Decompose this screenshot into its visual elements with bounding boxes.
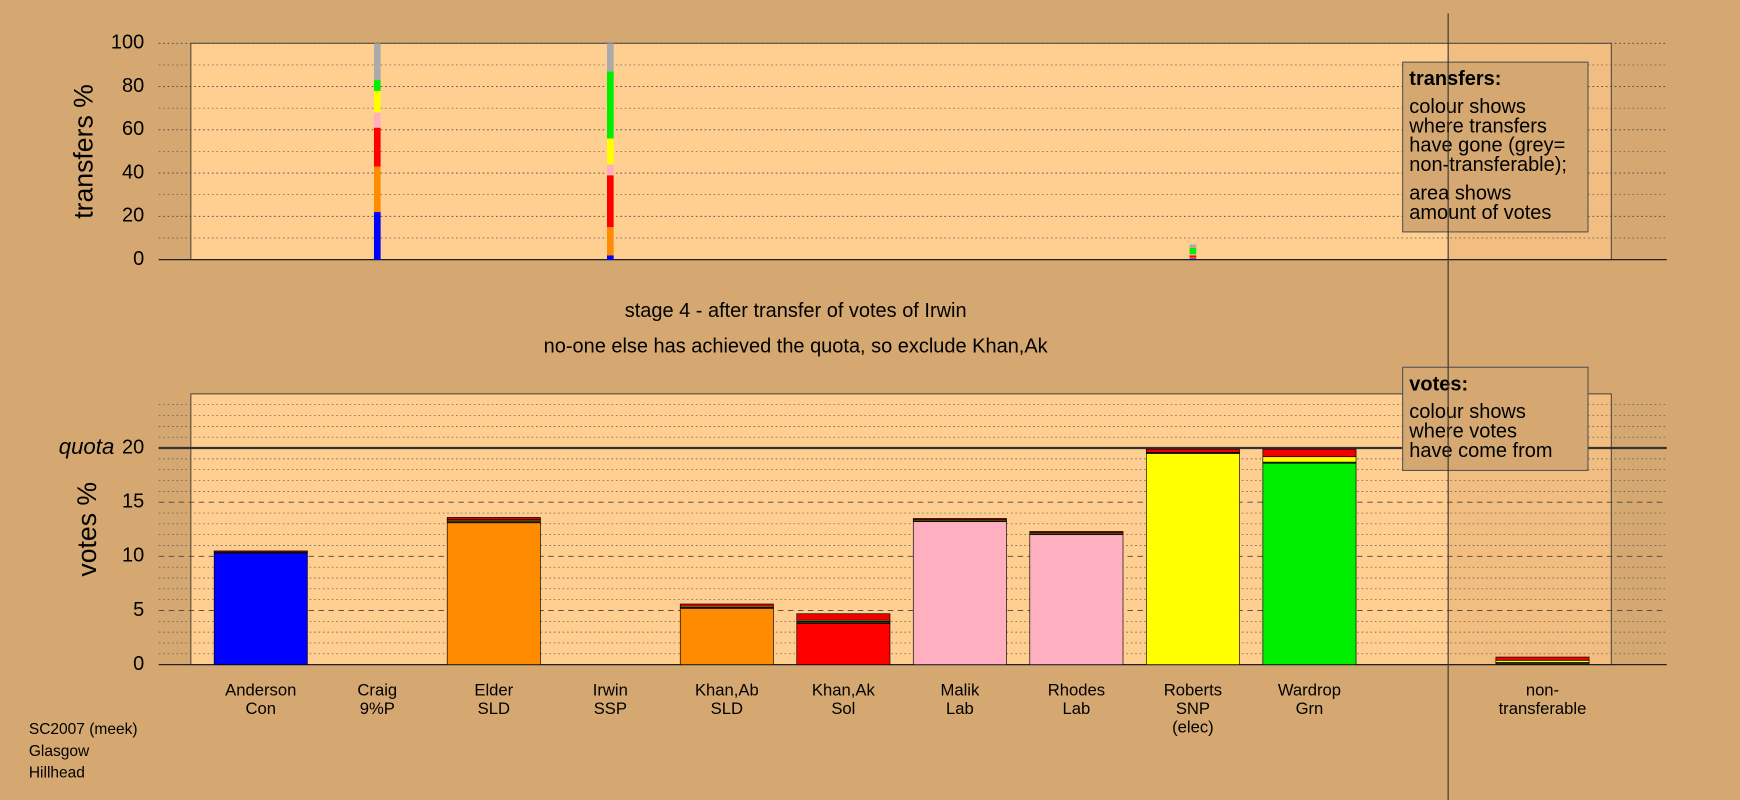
x-tick-label: Rhodes [1048, 681, 1105, 700]
y-axis-label: transfers % [68, 84, 98, 219]
bar-segment [912, 518, 1007, 520]
y-tick-label: 40 [122, 161, 144, 183]
bar-segment [373, 112, 381, 128]
bar-segment [373, 212, 381, 260]
bar-segment [1189, 255, 1197, 258]
note-line: amount of votes [1409, 202, 1551, 224]
x-tick-label: Lab [1063, 699, 1091, 718]
bar-segment [446, 517, 541, 520]
bar-segment [607, 164, 614, 176]
bar-segment [1189, 258, 1197, 260]
bar-segment [1145, 448, 1240, 453]
y-tick-label: 100 [111, 32, 144, 54]
note-box [1402, 61, 1589, 233]
y-tick-label: 60 [122, 118, 144, 140]
bar-segment [607, 255, 614, 260]
x-tick-label: SLD [711, 699, 743, 718]
x-tick-label: Grn [1296, 699, 1324, 718]
bar-segment [213, 550, 308, 553]
x-tick-label: SSP [594, 699, 627, 718]
x-tick-label: Anderson [225, 681, 296, 700]
bar-segment [1029, 534, 1124, 665]
x-tick-label: Roberts [1164, 681, 1222, 700]
bar-segment [373, 43, 381, 81]
bar-segment [607, 227, 614, 256]
bar-segment [373, 127, 381, 167]
y-tick-label: 0 [133, 653, 144, 675]
stage-text: stage 4 - after transfer of votes of Irw… [625, 300, 967, 322]
bar-segment [796, 613, 891, 621]
bar-segment [796, 623, 891, 665]
bar-segment [679, 603, 774, 607]
y-axis-label: votes % [72, 482, 102, 577]
x-tick-label: SNP [1176, 699, 1210, 718]
bar-segment [607, 175, 614, 228]
bar-segment [1189, 247, 1197, 255]
bar-segment [607, 138, 614, 165]
y-tick-label: 20 [122, 205, 144, 227]
x-tick-label: Lab [946, 699, 974, 718]
bar-segment [1495, 656, 1590, 661]
note-line: area shows [1409, 182, 1511, 204]
quota-label: quota [59, 434, 115, 459]
y-tick-label: 15 [122, 490, 144, 512]
y-tick-label: 0 [133, 248, 144, 270]
bar-segment [607, 71, 614, 139]
bar-segment [679, 607, 774, 665]
x-tick-label: Elder [474, 681, 513, 700]
note-line: colour shows [1409, 401, 1526, 423]
y-tick-label: 5 [133, 599, 144, 621]
x-tick-label: transferable [1499, 699, 1587, 718]
bar-segment [373, 90, 381, 113]
note-line: where transfers [1408, 115, 1547, 137]
x-tick-label: Malik [940, 681, 979, 700]
note-box [1402, 366, 1589, 472]
y-tick-label: 10 [122, 545, 144, 567]
x-tick-label: Con [246, 699, 277, 718]
note-line: colour shows [1409, 96, 1526, 118]
bar-segment [1029, 531, 1124, 533]
footer-text: Hillhead [29, 764, 85, 781]
x-tick-label: SLD [478, 699, 510, 718]
bar-segment [1189, 254, 1197, 256]
footer-text: SC2007 (meek) [29, 721, 138, 738]
y-tick-label: 80 [122, 75, 144, 97]
bar-segment [373, 80, 381, 91]
x-tick-label: Khan,Ab [695, 681, 759, 700]
x-tick-label: Craig [357, 681, 397, 700]
x-tick-label: 9%P [360, 699, 395, 718]
x-tick-label: Irwin [593, 681, 628, 700]
bar-segment [1262, 448, 1357, 458]
note-line: have come from [1409, 440, 1552, 462]
x-tick-label: (elec) [1172, 717, 1214, 736]
x-tick-label: Khan,Ak [812, 681, 876, 700]
x-tick-label: non- [1526, 681, 1559, 700]
bar-segment [912, 521, 1007, 665]
note-line: non-transferable); [1409, 154, 1567, 176]
bar-segment [607, 43, 614, 72]
x-tick-label: Sol [831, 699, 855, 718]
stage-text: no-one else has achieved the quota, so e… [544, 336, 1049, 358]
note-title: transfers: [1409, 68, 1501, 90]
note-title: votes: [1409, 373, 1468, 395]
footer-text: Glasgow [29, 743, 90, 760]
bar-segment [1189, 257, 1197, 259]
bar-segment [1145, 453, 1240, 665]
bar-segment [213, 552, 308, 665]
bar-segment [373, 166, 381, 213]
bar-segment [1262, 462, 1357, 665]
bar-segment [1189, 244, 1197, 248]
x-tick-label: Wardrop [1278, 681, 1341, 700]
y-tick-label: 20 [122, 436, 144, 458]
bar-segment [1262, 456, 1357, 463]
note-line: where votes [1408, 420, 1517, 442]
bar-segment [446, 522, 541, 665]
